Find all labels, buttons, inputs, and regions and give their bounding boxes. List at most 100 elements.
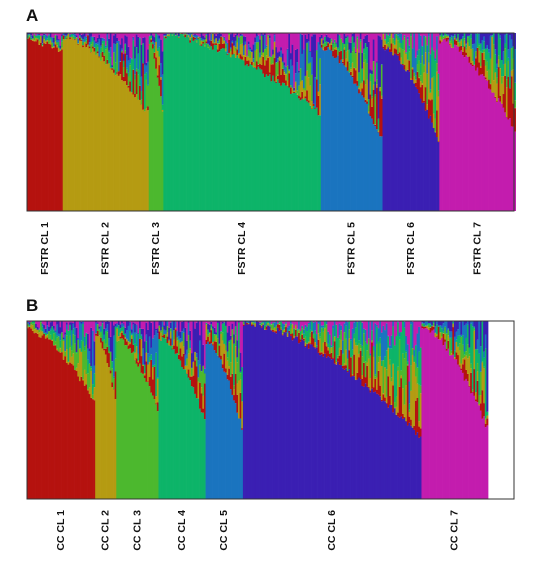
membership-segment	[35, 37, 38, 39]
membership-segment	[43, 37, 46, 40]
membership-segment	[332, 33, 335, 43]
membership-segment	[95, 322, 98, 333]
membership-segment	[324, 341, 327, 354]
membership-segment	[462, 335, 465, 345]
membership-segment	[398, 336, 401, 340]
membership-segment	[236, 362, 239, 384]
membership-segment	[483, 416, 486, 499]
membership-segment	[72, 36, 75, 39]
membership-segment	[489, 84, 492, 90]
cluster-label: FSTR CL 2	[100, 222, 112, 275]
membership-segment	[452, 33, 455, 37]
membership-segment	[289, 334, 292, 336]
membership-segment	[210, 330, 213, 344]
membership-segment	[384, 50, 387, 211]
membership-segment	[195, 398, 198, 499]
membership-segment	[427, 321, 430, 323]
membership-segment	[387, 348, 390, 377]
membership-segment	[358, 321, 361, 341]
membership-segment	[426, 45, 429, 74]
membership-segment	[377, 370, 380, 395]
membership-segment	[332, 321, 335, 326]
membership-segment	[492, 92, 495, 211]
membership-segment	[309, 51, 312, 63]
membership-segment	[376, 321, 378, 325]
membership-segment	[343, 65, 346, 212]
membership-segment	[236, 340, 239, 358]
membership-segment	[280, 85, 283, 211]
membership-segment	[113, 35, 116, 44]
membership-segment	[327, 43, 330, 48]
membership-segment	[366, 386, 369, 499]
membership-segment	[103, 348, 106, 351]
membership-segment	[431, 47, 434, 78]
membership-segment	[145, 108, 148, 211]
membership-segment	[376, 62, 378, 80]
membership-segment	[236, 357, 239, 363]
membership-segment	[414, 434, 417, 499]
membership-segment	[302, 338, 305, 339]
membership-segment	[452, 40, 455, 47]
membership-segment	[281, 82, 284, 211]
membership-segment	[135, 321, 138, 325]
membership-segment	[254, 326, 257, 499]
membership-segment	[69, 347, 72, 363]
membership-segment	[96, 33, 99, 38]
membership-segment	[343, 323, 346, 333]
membership-segment	[231, 33, 234, 41]
membership-segment	[374, 321, 377, 324]
membership-segment	[380, 399, 383, 402]
membership-segment	[481, 390, 484, 419]
membership-segment	[413, 72, 416, 77]
membership-segment	[164, 334, 167, 339]
membership-segment	[377, 118, 380, 130]
membership-segment	[195, 353, 198, 358]
membership-segment	[345, 368, 348, 499]
membership-segment	[213, 350, 216, 499]
membership-segment	[426, 33, 429, 46]
membership-segment	[78, 33, 81, 36]
membership-segment	[405, 53, 408, 55]
membership-segment	[343, 332, 346, 364]
membership-segment	[406, 39, 409, 60]
membership-segment	[460, 45, 463, 51]
membership-segment	[88, 45, 91, 47]
membership-segment	[264, 49, 266, 60]
membership-segment	[210, 40, 213, 47]
membership-segment	[514, 100, 516, 108]
membership-segment	[75, 327, 78, 352]
membership-segment	[113, 43, 116, 53]
membership-segment	[221, 33, 224, 37]
membership-segment	[366, 344, 369, 351]
membership-segment	[134, 46, 137, 59]
membership-segment	[296, 90, 299, 94]
membership-segment	[414, 33, 417, 58]
membership-segment	[267, 35, 270, 37]
membership-segment	[103, 33, 106, 39]
membership-segment	[134, 97, 137, 211]
membership-segment	[353, 68, 356, 84]
membership-segment	[36, 333, 39, 499]
membership-segment	[436, 63, 439, 72]
membership-segment	[116, 323, 119, 325]
membership-segment	[160, 330, 163, 333]
membership-segment	[27, 34, 29, 36]
membership-segment	[220, 359, 223, 499]
membership-segment	[69, 36, 72, 38]
membership-segment	[174, 328, 177, 330]
membership-segment	[38, 35, 41, 40]
membership-segment	[223, 48, 226, 212]
membership-segment	[202, 395, 205, 409]
membership-segment	[143, 33, 146, 38]
membership-segment	[340, 50, 343, 60]
membership-segment	[200, 38, 203, 41]
membership-segment	[379, 33, 382, 37]
membership-segment	[286, 321, 289, 328]
membership-segment	[233, 385, 236, 390]
membership-segment	[510, 76, 513, 127]
membership-segment	[229, 57, 232, 211]
membership-segment	[509, 76, 512, 89]
membership-segment	[401, 49, 404, 65]
membership-segment	[153, 321, 156, 336]
membership-segment	[465, 33, 468, 44]
